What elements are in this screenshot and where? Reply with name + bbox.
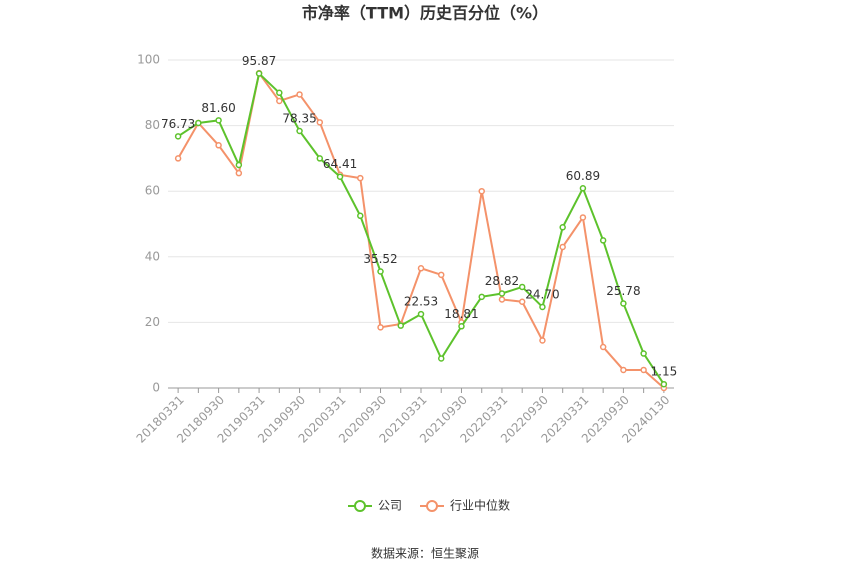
y-tick-label: 60 [145,184,160,198]
point [579,185,587,192]
point [579,214,587,221]
point [276,97,283,105]
point [276,89,283,97]
point [357,174,364,182]
data-label: 78.35 [282,112,316,126]
point [599,343,607,351]
legend-marker [426,500,438,512]
point [336,173,344,180]
point [620,300,627,307]
series-line [177,71,665,385]
data-label: 25.78 [606,284,640,298]
point [458,323,465,330]
point [296,91,303,98]
point [620,366,627,374]
point [539,303,546,311]
data-label: 22.53 [404,295,438,309]
point [397,322,405,329]
data-label: 60.89 [566,169,600,183]
point [417,265,425,272]
data-label: 1.15 [651,365,678,379]
point [437,271,445,279]
legend-marker [354,500,366,512]
point [215,117,222,124]
source: 数据来源：恒生聚源 [371,546,479,561]
point [357,212,364,220]
point [377,324,384,331]
point [417,310,425,318]
y-tick-label: 0 [152,381,160,395]
data-label: 81.60 [201,101,235,115]
point [498,296,506,303]
data-label: 28.82 [485,274,519,288]
point [296,127,303,135]
point [377,268,384,275]
point [316,119,324,126]
data-label: 24.70 [525,287,559,301]
point [316,155,324,162]
data-label: 18.81 [444,307,478,321]
data-label: 35.52 [363,252,397,266]
data-label: 95.87 [242,54,276,68]
y-tick-label: 100 [137,53,160,67]
point [660,380,668,388]
point [640,350,647,357]
point [215,142,222,149]
point [539,337,546,344]
legend-label: 行业中位数 [450,498,510,513]
y-tick-label: 80 [145,118,160,132]
point [498,290,506,297]
point [599,237,607,244]
data-label: 76.73 [161,117,195,131]
data-label: 64.41 [323,157,357,171]
point [255,70,263,77]
point [174,133,182,140]
point [437,355,445,362]
series-line [177,70,665,389]
point [518,283,526,291]
point [478,187,485,195]
point [174,155,182,162]
point [235,169,243,177]
chart-title: 市净率（TTM）历史百分位（%） [302,4,548,23]
legend-label: 公司 [378,499,402,513]
point [559,224,566,231]
y-tick-label: 40 [145,249,160,263]
point [195,119,202,127]
point [478,293,485,301]
y-tick-label: 20 [145,315,160,329]
point [518,298,526,305]
point [235,161,243,169]
point [559,243,566,251]
point [640,366,647,374]
